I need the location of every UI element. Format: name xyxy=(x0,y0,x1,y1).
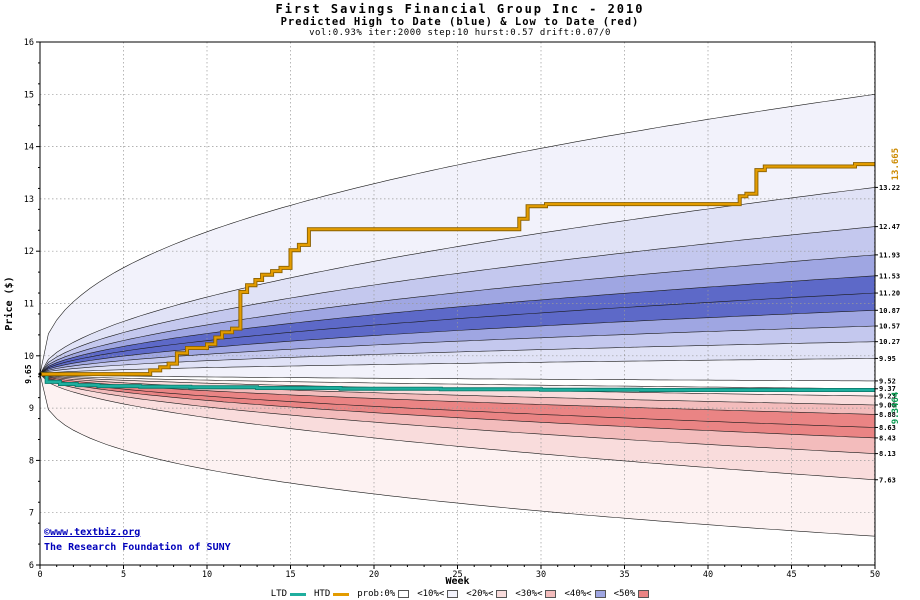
svg-text:14: 14 xyxy=(24,143,34,153)
legend-label: <10%< xyxy=(417,589,445,599)
svg-text:35: 35 xyxy=(619,570,629,580)
svg-text:9.52: 9.52 xyxy=(879,377,896,385)
chart-subtitle: Predicted High to Date (blue) & Low to D… xyxy=(280,16,640,28)
chart-title: First Savings Financial Group Inc - 2010 xyxy=(275,2,645,16)
gridlines xyxy=(40,42,875,565)
chart-legend: LTD HTD prob:0% <10%< <20%< <30%< <40%< <50% xyxy=(0,589,920,599)
legend-item-20: <20%< xyxy=(466,589,508,599)
svg-text:12.47: 12.47 xyxy=(879,223,900,231)
legend-swatch xyxy=(545,590,557,598)
svg-text:6: 6 xyxy=(29,561,34,571)
svg-text:9.37: 9.37 xyxy=(879,385,896,393)
svg-text:25: 25 xyxy=(452,570,462,580)
legend-label: <20%< xyxy=(466,589,494,599)
svg-text:11.53: 11.53 xyxy=(879,272,900,280)
legend-label: <50% xyxy=(613,589,636,599)
high-to-date-probability-bands xyxy=(40,94,875,381)
legend-item-10: <10%< xyxy=(417,589,459,599)
svg-text:11.93: 11.93 xyxy=(879,251,900,259)
legend-item-ltd: LTD xyxy=(271,589,306,599)
legend-swatch xyxy=(447,590,459,598)
svg-text:10: 10 xyxy=(202,570,212,580)
x-axis-title: Week xyxy=(445,576,469,587)
svg-text:12: 12 xyxy=(24,247,34,257)
svg-text:8.43: 8.43 xyxy=(879,434,896,442)
legend-swatch xyxy=(594,590,606,598)
legend-item-40: <40%< xyxy=(564,589,606,599)
legend-item-30: <30%< xyxy=(515,589,557,599)
svg-text:10.87: 10.87 xyxy=(879,307,900,315)
svg-text:40: 40 xyxy=(703,570,713,580)
start-price-label: 9.65 xyxy=(24,364,33,383)
svg-text:9.23: 9.23 xyxy=(879,393,896,401)
svg-text:45: 45 xyxy=(786,570,796,580)
legend-label: <40%< xyxy=(564,589,592,599)
svg-text:15: 15 xyxy=(24,90,34,100)
copyright-org: The Research Foundation of SUNY xyxy=(44,542,231,553)
legend-item-prob0: prob:0% xyxy=(357,589,410,599)
svg-text:9: 9 xyxy=(29,404,34,414)
svg-text:15: 15 xyxy=(285,570,295,580)
legend-swatch xyxy=(290,592,306,596)
svg-text:8.63: 8.63 xyxy=(879,424,896,432)
svg-text:7: 7 xyxy=(29,509,34,519)
svg-text:9.06: 9.06 xyxy=(879,401,896,409)
chart-header: First Savings Financial Group Inc - 2010… xyxy=(0,2,920,38)
svg-text:11: 11 xyxy=(24,300,34,310)
svg-text:20: 20 xyxy=(369,570,379,580)
svg-text:7.63: 7.63 xyxy=(879,476,896,484)
svg-text:8.88: 8.88 xyxy=(879,411,896,419)
svg-text:8: 8 xyxy=(29,456,34,466)
legend-item-htd: HTD xyxy=(314,589,350,599)
legend-swatch xyxy=(496,590,508,598)
legend-label: HTD xyxy=(314,589,331,599)
svg-text:50: 50 xyxy=(870,570,880,580)
legend-label: <30%< xyxy=(515,589,543,599)
band-boundary-lines xyxy=(39,94,876,537)
svg-text:11.20: 11.20 xyxy=(879,290,900,298)
legend-label: LTD xyxy=(270,589,287,599)
axis-labels: 6 7 8 9 10 11 12 13 14 15 16 0 5 10 15 20 25 30 35 40 45 50 13… xyxy=(3,38,901,587)
svg-text:9.95: 9.95 xyxy=(879,355,896,363)
htd-line xyxy=(40,162,875,377)
svg-text:5: 5 xyxy=(121,570,126,580)
svg-text:13.22: 13.22 xyxy=(879,184,900,192)
svg-text:0: 0 xyxy=(37,570,42,580)
svg-text:30: 30 xyxy=(536,570,546,580)
svg-text:10: 10 xyxy=(24,352,34,362)
copyright-link[interactable]: ©www.textbiz.org xyxy=(44,527,141,538)
y-axis-title: Price ($) xyxy=(3,276,15,330)
ltd-end-label: 9.3464 xyxy=(891,391,901,424)
htd-end-label: 13.665 xyxy=(891,148,901,181)
svg-text:16: 16 xyxy=(24,38,34,48)
svg-text:13: 13 xyxy=(24,195,34,205)
legend-label: prob:0% xyxy=(357,589,396,599)
chart-params: vol:0.93% iter:2000 step:10 hurst:0.57 d… xyxy=(309,28,611,38)
svg-text:10.27: 10.27 xyxy=(879,338,900,346)
legend-swatch xyxy=(333,592,350,596)
legend-swatch xyxy=(638,590,650,598)
svg-text:8.13: 8.13 xyxy=(879,450,896,458)
axes xyxy=(36,41,878,569)
legend-swatch xyxy=(398,590,410,598)
legend-item-50: <50% xyxy=(614,589,650,599)
svg-text:10.57: 10.57 xyxy=(879,322,900,330)
ltd-line xyxy=(40,372,875,392)
